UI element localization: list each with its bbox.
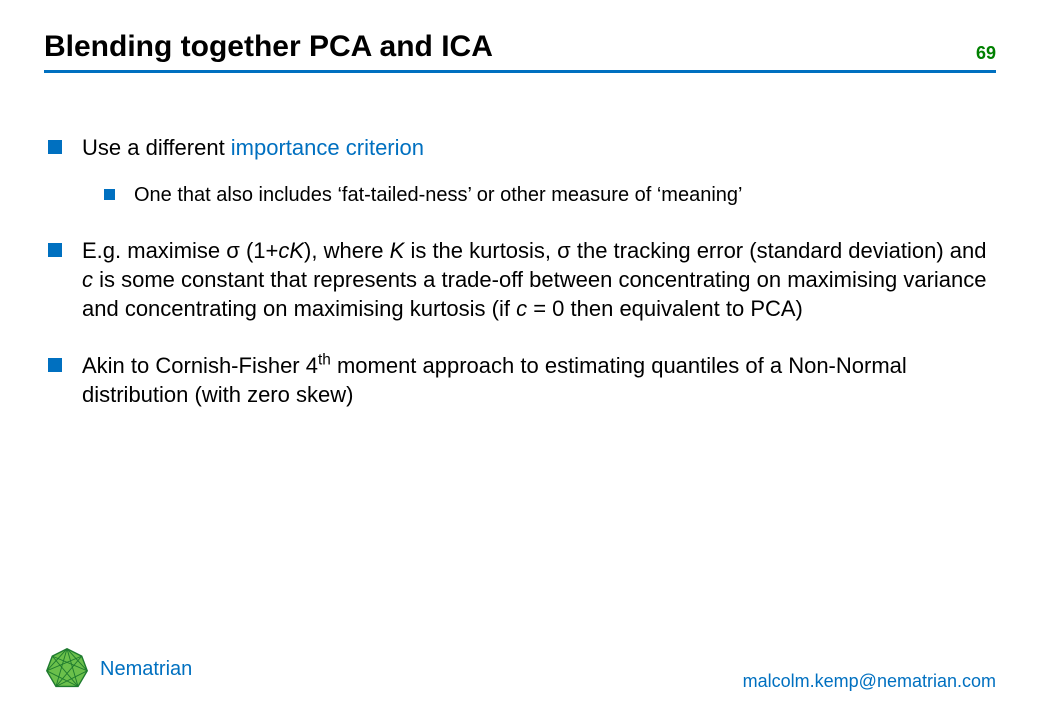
bullet-3-sup: th: [318, 352, 331, 369]
logo-icon: [44, 646, 90, 692]
bullet-2-cK: cK: [278, 238, 304, 263]
bullet-3: Akin to Cornish-Fisher 4th moment approa…: [48, 351, 996, 409]
content-area: Use a different importance criterion One…: [44, 133, 996, 409]
slide: Blending together PCA and ICA 69 Use a d…: [0, 0, 1040, 720]
brand: Nematrian: [44, 646, 192, 692]
bullet-1-emph: importance criterion: [231, 135, 424, 160]
brand-name: Nematrian: [100, 658, 192, 681]
bullet-2-p2: ), where: [304, 238, 390, 263]
bullet-list: Use a different importance criterion One…: [48, 133, 996, 409]
slide-title: Blending together PCA and ICA: [44, 30, 493, 64]
bullet-1-text: Use a different: [82, 135, 231, 160]
footer: Nematrian malcolm.kemp@nematrian.com: [44, 646, 996, 692]
bullet-2: E.g. maximise σ (1+cK), where K is the k…: [48, 236, 996, 323]
page-number: 69: [976, 43, 996, 64]
footer-email: malcolm.kemp@nematrian.com: [743, 671, 996, 692]
bullet-1: Use a different importance criterion One…: [48, 133, 996, 208]
bullet-2-p1: E.g. maximise σ (1+: [82, 238, 278, 263]
bullet-1-sub-1: One that also includes ‘fat-tailed-ness’…: [104, 182, 996, 208]
bullet-1-sub-1-text: One that also includes ‘fat-tailed-ness’…: [134, 184, 742, 206]
bullet-2-c: c: [82, 267, 93, 292]
header-row: Blending together PCA and ICA 69: [44, 30, 996, 64]
bullet-2-p3: is the kurtosis, σ the tracking error (s…: [404, 238, 986, 263]
bullet-2-p5: = 0 then equivalent to PCA): [527, 296, 803, 321]
bullet-3-p1: Akin to Cornish-Fisher 4: [82, 353, 318, 378]
bullet-2-c2: c: [516, 296, 527, 321]
bullet-2-K: K: [390, 238, 405, 263]
title-rule: [44, 70, 996, 73]
bullet-1-sublist: One that also includes ‘fat-tailed-ness’…: [82, 182, 996, 208]
